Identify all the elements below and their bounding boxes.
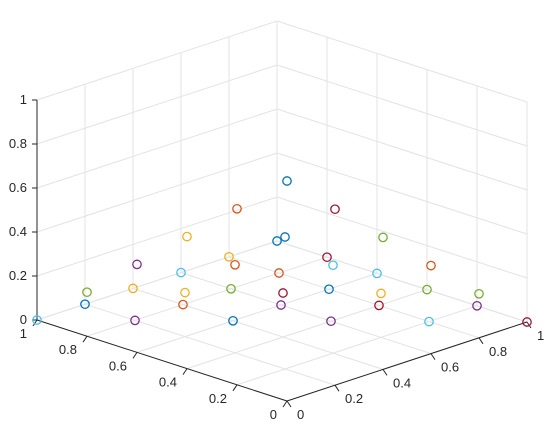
z-tick-label: 0.4 bbox=[9, 224, 27, 239]
x-tick-label: 0.2 bbox=[345, 391, 363, 406]
y-tick-mark bbox=[82, 335, 88, 343]
z-tick-label: 0 bbox=[20, 312, 27, 327]
floor-grid-line bbox=[36, 240, 278, 321]
data-point bbox=[522, 317, 532, 327]
data-point bbox=[228, 315, 238, 326]
floor-grid-line bbox=[180, 272, 432, 355]
side-wall-grid-line bbox=[36, 196, 278, 277]
floor-grid-line bbox=[236, 305, 478, 386]
data-point bbox=[282, 176, 292, 186]
data-points bbox=[32, 176, 532, 327]
z-tick-label: 1 bbox=[20, 92, 27, 107]
y-tick-label: 0.4 bbox=[159, 375, 177, 390]
x-tick-label: 0.4 bbox=[393, 375, 411, 390]
floor-grid-line bbox=[186, 289, 428, 370]
x-tick-label: 1 bbox=[537, 328, 544, 343]
y-tick-label: 0.8 bbox=[59, 342, 77, 357]
side-wall-grid-line bbox=[36, 20, 278, 101]
data-point bbox=[82, 287, 92, 298]
data-point bbox=[178, 299, 188, 310]
data-point bbox=[322, 252, 332, 263]
data-point bbox=[326, 316, 336, 327]
data-point bbox=[224, 251, 234, 262]
floor-grid-line bbox=[86, 256, 328, 337]
grid-lines bbox=[36, 20, 528, 402]
data-point bbox=[328, 260, 338, 271]
back-wall-grid-line bbox=[276, 108, 528, 191]
data-point bbox=[374, 300, 384, 311]
data-point bbox=[376, 288, 386, 299]
back-wall-grid-line bbox=[276, 20, 528, 103]
data-point bbox=[330, 204, 340, 215]
x-tick-mark bbox=[334, 384, 340, 392]
floor-grid-line bbox=[228, 256, 480, 339]
x-tick-mark bbox=[526, 321, 532, 329]
data-point bbox=[232, 203, 242, 214]
data-point bbox=[132, 259, 142, 270]
data-point bbox=[424, 316, 434, 327]
floor-grid-line bbox=[132, 287, 384, 370]
floor-grid-line bbox=[84, 303, 336, 386]
y-tick-mark bbox=[32, 319, 38, 327]
data-point bbox=[426, 260, 436, 271]
x-tick-mark bbox=[286, 400, 292, 408]
side-wall-grid-line bbox=[36, 152, 278, 233]
data-point bbox=[272, 236, 282, 246]
z-tick-label: 0.8 bbox=[9, 136, 27, 151]
x-tick-mark bbox=[478, 337, 484, 345]
data-point bbox=[80, 299, 90, 310]
data-point bbox=[378, 232, 388, 243]
y-tick-label: 0.2 bbox=[209, 391, 227, 406]
y-tick-label: 0 bbox=[270, 407, 277, 422]
side-wall-grid-line bbox=[36, 64, 278, 145]
data-point bbox=[372, 268, 382, 279]
data-point bbox=[182, 231, 192, 242]
y-tick-label: 0.6 bbox=[109, 358, 127, 373]
data-point bbox=[474, 288, 484, 299]
tick-labels: 0 0 0 0.2 0.2 0.2 0.4 0.4 0.4 0.6 0.6 0.6 0.8 0.8 0.8 1… bbox=[9, 92, 544, 422]
back-wall-grid-line bbox=[276, 64, 528, 147]
x-tick-label: 0 bbox=[297, 407, 304, 422]
data-point bbox=[230, 259, 240, 270]
data-point bbox=[472, 300, 482, 311]
y-tick-mark bbox=[132, 352, 138, 359]
side-wall-grid-line bbox=[36, 108, 278, 189]
data-point bbox=[130, 315, 140, 326]
data-point bbox=[128, 283, 138, 294]
y-tick-label: 1 bbox=[20, 326, 27, 341]
x-tick-label: 0.6 bbox=[441, 360, 459, 375]
data-point bbox=[274, 268, 284, 278]
data-point bbox=[176, 267, 186, 278]
floor-grid-line bbox=[276, 240, 528, 323]
x-tick-mark bbox=[382, 369, 388, 376]
x-tick-label: 0.8 bbox=[489, 344, 507, 359]
data-point bbox=[226, 283, 236, 294]
back-wall-grid-line bbox=[276, 196, 528, 279]
data-point bbox=[324, 284, 334, 295]
data-point bbox=[422, 284, 432, 295]
x-axis-line bbox=[286, 321, 528, 402]
data-point bbox=[180, 287, 190, 298]
x-tick-mark bbox=[430, 353, 436, 360]
data-point bbox=[276, 300, 286, 310]
back-wall-grid-line bbox=[276, 152, 528, 235]
z-tick-label: 0.2 bbox=[9, 268, 27, 283]
y-tick-mark bbox=[232, 384, 238, 392]
z-tick-label: 0.6 bbox=[9, 180, 27, 195]
y-tick-mark bbox=[282, 400, 288, 408]
floor-grid-line bbox=[136, 272, 378, 353]
data-point bbox=[32, 315, 42, 325]
y-axis-line bbox=[36, 319, 288, 402]
y-tick-mark bbox=[182, 368, 188, 375]
data-point bbox=[278, 288, 288, 298]
data-point bbox=[280, 232, 290, 242]
axes bbox=[32, 99, 532, 408]
